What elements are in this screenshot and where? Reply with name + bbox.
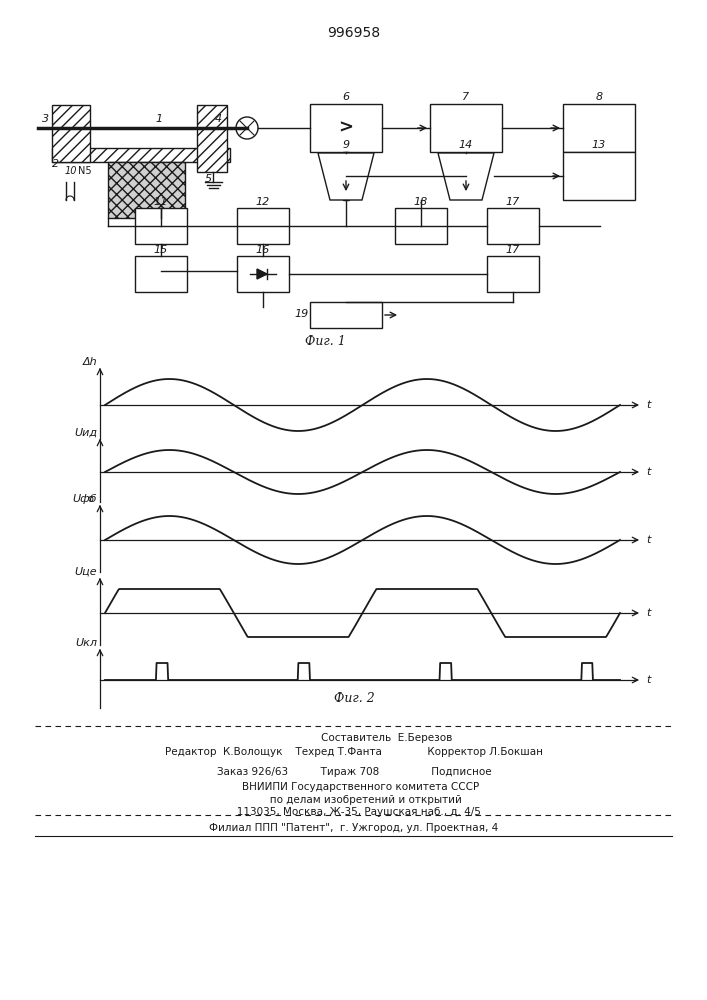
Text: 996958: 996958: [327, 26, 380, 40]
Bar: [563, 104, 635, 152]
Bar: [52, 148, 230, 162]
Bar: [487, 256, 539, 292]
Text: ВНИИПИ Государственного комитета СССР: ВНИИПИ Государственного комитета СССР: [229, 782, 479, 792]
Bar: [52, 105, 90, 162]
Bar: [135, 208, 187, 244]
Bar: [108, 162, 185, 218]
Text: 2: 2: [52, 159, 59, 169]
Text: Составитель  Е.Березов: Составитель Е.Березов: [256, 733, 452, 743]
Bar: [343, 152, 349, 200]
Text: 1: 1: [155, 114, 162, 124]
Text: 11: 11: [154, 197, 168, 207]
Text: по делам изобретений и открытий: по делам изобретений и открытий: [247, 795, 462, 805]
Text: 4: 4: [215, 114, 222, 124]
Text: N5: N5: [78, 166, 92, 176]
Text: 15: 15: [154, 245, 168, 255]
Text: t: t: [646, 400, 650, 410]
Bar: [310, 104, 382, 152]
Bar: [395, 208, 447, 244]
Bar: [487, 208, 539, 244]
Text: 19: 19: [294, 309, 308, 319]
Text: 8: 8: [595, 92, 602, 102]
Polygon shape: [438, 153, 494, 200]
Bar: [237, 208, 289, 244]
Bar: [237, 256, 289, 292]
Bar: [563, 152, 635, 200]
Text: 10: 10: [65, 166, 78, 176]
Polygon shape: [318, 153, 374, 200]
Text: Uкл: Uкл: [75, 638, 97, 648]
Bar: [430, 104, 502, 152]
Text: o: o: [87, 494, 93, 504]
Text: Фиг. 1: Фиг. 1: [305, 335, 346, 348]
Text: t: t: [646, 467, 650, 477]
Text: 6: 6: [342, 92, 349, 102]
Text: 7: 7: [462, 92, 469, 102]
Text: Uид: Uид: [74, 428, 97, 438]
Text: 9: 9: [342, 140, 349, 150]
Text: 18: 18: [414, 197, 428, 207]
Text: t: t: [646, 608, 650, 618]
Text: Uфб: Uфб: [73, 494, 97, 504]
Text: 113035, Москва, Ж-35, Раушская наб., д. 4/5: 113035, Москва, Ж-35, Раушская наб., д. …: [227, 807, 481, 817]
Text: t: t: [646, 535, 650, 545]
Text: Заказ 926/63          Тираж 708                Подписное: Заказ 926/63 Тираж 708 Подписное: [216, 767, 491, 777]
Text: Uце: Uце: [74, 567, 97, 577]
Text: >: >: [339, 119, 354, 137]
Text: 5: 5: [205, 174, 212, 184]
Text: 3: 3: [42, 114, 49, 124]
Bar: [135, 256, 187, 292]
Bar: [310, 302, 382, 328]
Text: Редактор  К.Волощук    Техред Т.Фанта              Корректор Л.Бокшан: Редактор К.Волощук Техред Т.Фанта Коррек…: [165, 747, 543, 757]
Text: 13: 13: [592, 140, 606, 150]
Text: t: t: [646, 675, 650, 685]
Text: 12: 12: [256, 197, 270, 207]
Polygon shape: [257, 269, 267, 279]
Text: Фиг. 2: Фиг. 2: [334, 692, 375, 705]
Text: 17: 17: [506, 197, 520, 207]
Bar: [197, 105, 227, 172]
Text: 14: 14: [459, 140, 473, 150]
Text: Δh: Δh: [83, 357, 97, 367]
Text: 16: 16: [256, 245, 270, 255]
Text: Филиал ППП "Патент",  г. Ужгород, ул. Проектная, 4: Филиал ППП "Патент", г. Ужгород, ул. Про…: [209, 823, 498, 833]
Text: 17: 17: [506, 245, 520, 255]
